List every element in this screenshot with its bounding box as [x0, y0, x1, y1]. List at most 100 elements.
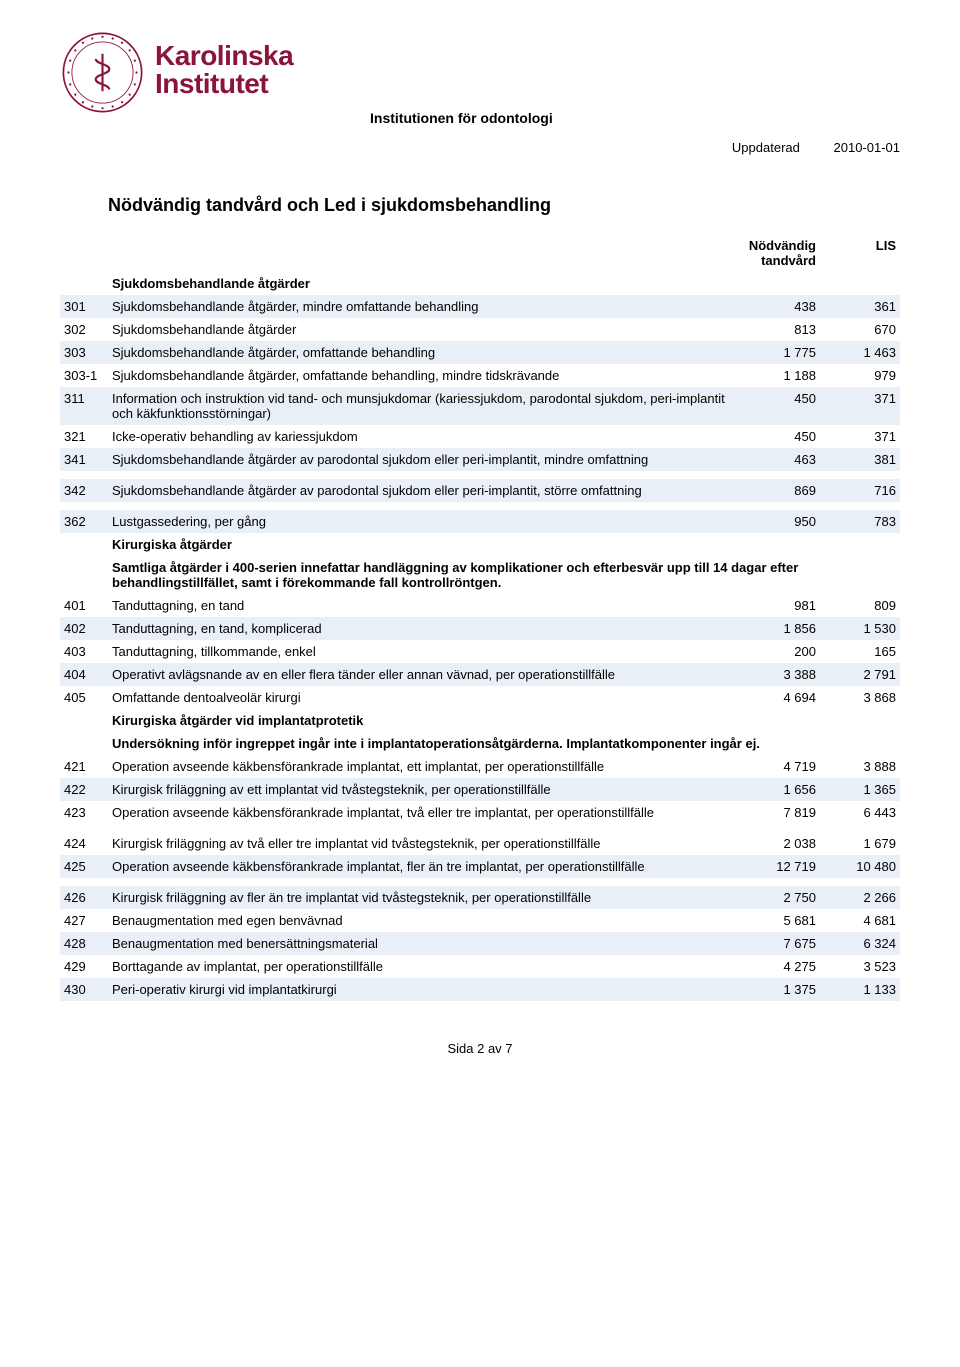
row-value-1: 3 388 — [730, 663, 820, 686]
row-code: 425 — [60, 855, 108, 878]
row-value-2: 6 443 — [820, 801, 900, 824]
row-value-2: 1 133 — [820, 978, 900, 1001]
table-row: 303Sjukdomsbehandlande åtgärder, omfatta… — [60, 341, 900, 364]
table-row: Undersökning inför ingreppet ingår inte … — [60, 732, 900, 755]
row-value-2: 670 — [820, 318, 900, 341]
row-description: Kirurgisk friläggning av fler än tre imp… — [108, 886, 730, 909]
table-row: Sjukdomsbehandlande åtgärder — [60, 272, 900, 295]
section-code-empty — [60, 533, 108, 556]
row-description: Operation avseende käkbensförankrade imp… — [108, 801, 730, 824]
row-value-2: 3 888 — [820, 755, 900, 778]
table-row: 403Tanduttagning, tillkommande, enkel200… — [60, 640, 900, 663]
row-description: Operativt avlägsnande av en eller flera … — [108, 663, 730, 686]
table-row — [60, 878, 900, 886]
row-value-2: 10 480 — [820, 855, 900, 878]
row-value-2: 381 — [820, 448, 900, 471]
row-code: 303 — [60, 341, 108, 364]
note-code-empty — [60, 556, 108, 594]
table-row: 421Operation avseende käkbensförankrade … — [60, 755, 900, 778]
row-value-2: 6 324 — [820, 932, 900, 955]
row-value-1: 981 — [730, 594, 820, 617]
row-description: Peri-operativ kirurgi vid implantatkirur… — [108, 978, 730, 1001]
row-value-2: 361 — [820, 295, 900, 318]
table-row: 404Operativt avlägsnande av en eller fle… — [60, 663, 900, 686]
page-footer: Sida 2 av 7 — [60, 1041, 900, 1056]
institution-seal-icon — [60, 30, 145, 115]
row-value-1: 950 — [730, 510, 820, 533]
row-description: Tanduttagning, en tand — [108, 594, 730, 617]
table-row: 405Omfattande dentoalveolär kirurgi4 694… — [60, 686, 900, 709]
row-value-2: 2 266 — [820, 886, 900, 909]
row-code: 301 — [60, 295, 108, 318]
table-row: 302Sjukdomsbehandlande åtgärder813670 — [60, 318, 900, 341]
table-row — [60, 471, 900, 479]
row-description: Benaugmentation med benersättningsmateri… — [108, 932, 730, 955]
row-value-1: 1 375 — [730, 978, 820, 1001]
row-description: Kirurgisk friläggning av ett implantat v… — [108, 778, 730, 801]
row-value-2: 165 — [820, 640, 900, 663]
row-code: 402 — [60, 617, 108, 640]
row-code: 426 — [60, 886, 108, 909]
row-code: 404 — [60, 663, 108, 686]
table-row: 425Operation avseende käkbensförankrade … — [60, 855, 900, 878]
row-value-1: 2 750 — [730, 886, 820, 909]
row-description: Sjukdomsbehandlande åtgärder av parodont… — [108, 479, 730, 502]
row-description: Sjukdomsbehandlande åtgärder, mindre omf… — [108, 295, 730, 318]
section-code-empty — [60, 709, 108, 732]
row-description: Sjukdomsbehandlande åtgärder — [108, 318, 730, 341]
row-value-1: 7 675 — [730, 932, 820, 955]
row-value-1: 463 — [730, 448, 820, 471]
row-value-1: 1 856 — [730, 617, 820, 640]
header-empty — [60, 234, 108, 272]
table-row: 430Peri-operativ kirurgi vid implantatki… — [60, 978, 900, 1001]
header-empty — [108, 234, 730, 272]
row-value-1: 1 656 — [730, 778, 820, 801]
row-description: Sjukdomsbehandlande åtgärder, omfattande… — [108, 341, 730, 364]
table-row — [60, 824, 900, 832]
row-value-1: 438 — [730, 295, 820, 318]
row-code: 302 — [60, 318, 108, 341]
table-row: 402Tanduttagning, en tand, komplicerad1 … — [60, 617, 900, 640]
row-value-1: 2 038 — [730, 832, 820, 855]
row-description: Borttagande av implantat, per operations… — [108, 955, 730, 978]
row-code: 311 — [60, 387, 108, 425]
row-code: 342 — [60, 479, 108, 502]
row-description: Sjukdomsbehandlande åtgärder av parodont… — [108, 448, 730, 471]
table-row: 427Benaugmentation med egen benvävnad5 6… — [60, 909, 900, 932]
row-code: 430 — [60, 978, 108, 1001]
row-value-2: 1 365 — [820, 778, 900, 801]
row-value-2: 4 681 — [820, 909, 900, 932]
section-heading-text: Kirurgiska åtgärder vid implantatproteti… — [108, 709, 900, 732]
row-code: 303-1 — [60, 364, 108, 387]
table-row: 426Kirurgisk friläggning av fler än tre … — [60, 886, 900, 909]
row-code: 321 — [60, 425, 108, 448]
table-row: 401Tanduttagning, en tand981809 — [60, 594, 900, 617]
row-description: Lustgassedering, per gång — [108, 510, 730, 533]
table-row: 428Benaugmentation med benersättningsmat… — [60, 932, 900, 955]
column-header-2: LIS — [820, 234, 900, 272]
row-value-2: 3 868 — [820, 686, 900, 709]
row-value-2: 371 — [820, 387, 900, 425]
section-heading-text: Sjukdomsbehandlande åtgärder — [108, 272, 900, 295]
row-code: 428 — [60, 932, 108, 955]
row-code: 427 — [60, 909, 108, 932]
row-code: 423 — [60, 801, 108, 824]
updated-block: Uppdaterad 2010-01-01 — [732, 140, 900, 155]
row-code: 341 — [60, 448, 108, 471]
row-value-2: 783 — [820, 510, 900, 533]
table-row: Samtliga åtgärder i 400-serien innefatta… — [60, 556, 900, 594]
table-row: 303-1Sjukdomsbehandlande åtgärder, omfat… — [60, 364, 900, 387]
table-row: 301Sjukdomsbehandlande åtgärder, mindre … — [60, 295, 900, 318]
row-code: 401 — [60, 594, 108, 617]
row-value-1: 4 275 — [730, 955, 820, 978]
department-name: Institutionen för odontologi — [370, 110, 553, 126]
row-value-1: 12 719 — [730, 855, 820, 878]
row-value-2: 1 679 — [820, 832, 900, 855]
table-row: 424Kirurgisk friläggning av två eller tr… — [60, 832, 900, 855]
document-title: Nödvändig tandvård och Led i sjukdomsbeh… — [108, 195, 900, 216]
brand-line2: Institutet — [155, 70, 293, 98]
row-value-1: 5 681 — [730, 909, 820, 932]
table-row: Kirurgiska åtgärder — [60, 533, 900, 556]
updated-date: 2010-01-01 — [834, 140, 901, 155]
row-description: Information och instruktion vid tand- oc… — [108, 387, 730, 425]
